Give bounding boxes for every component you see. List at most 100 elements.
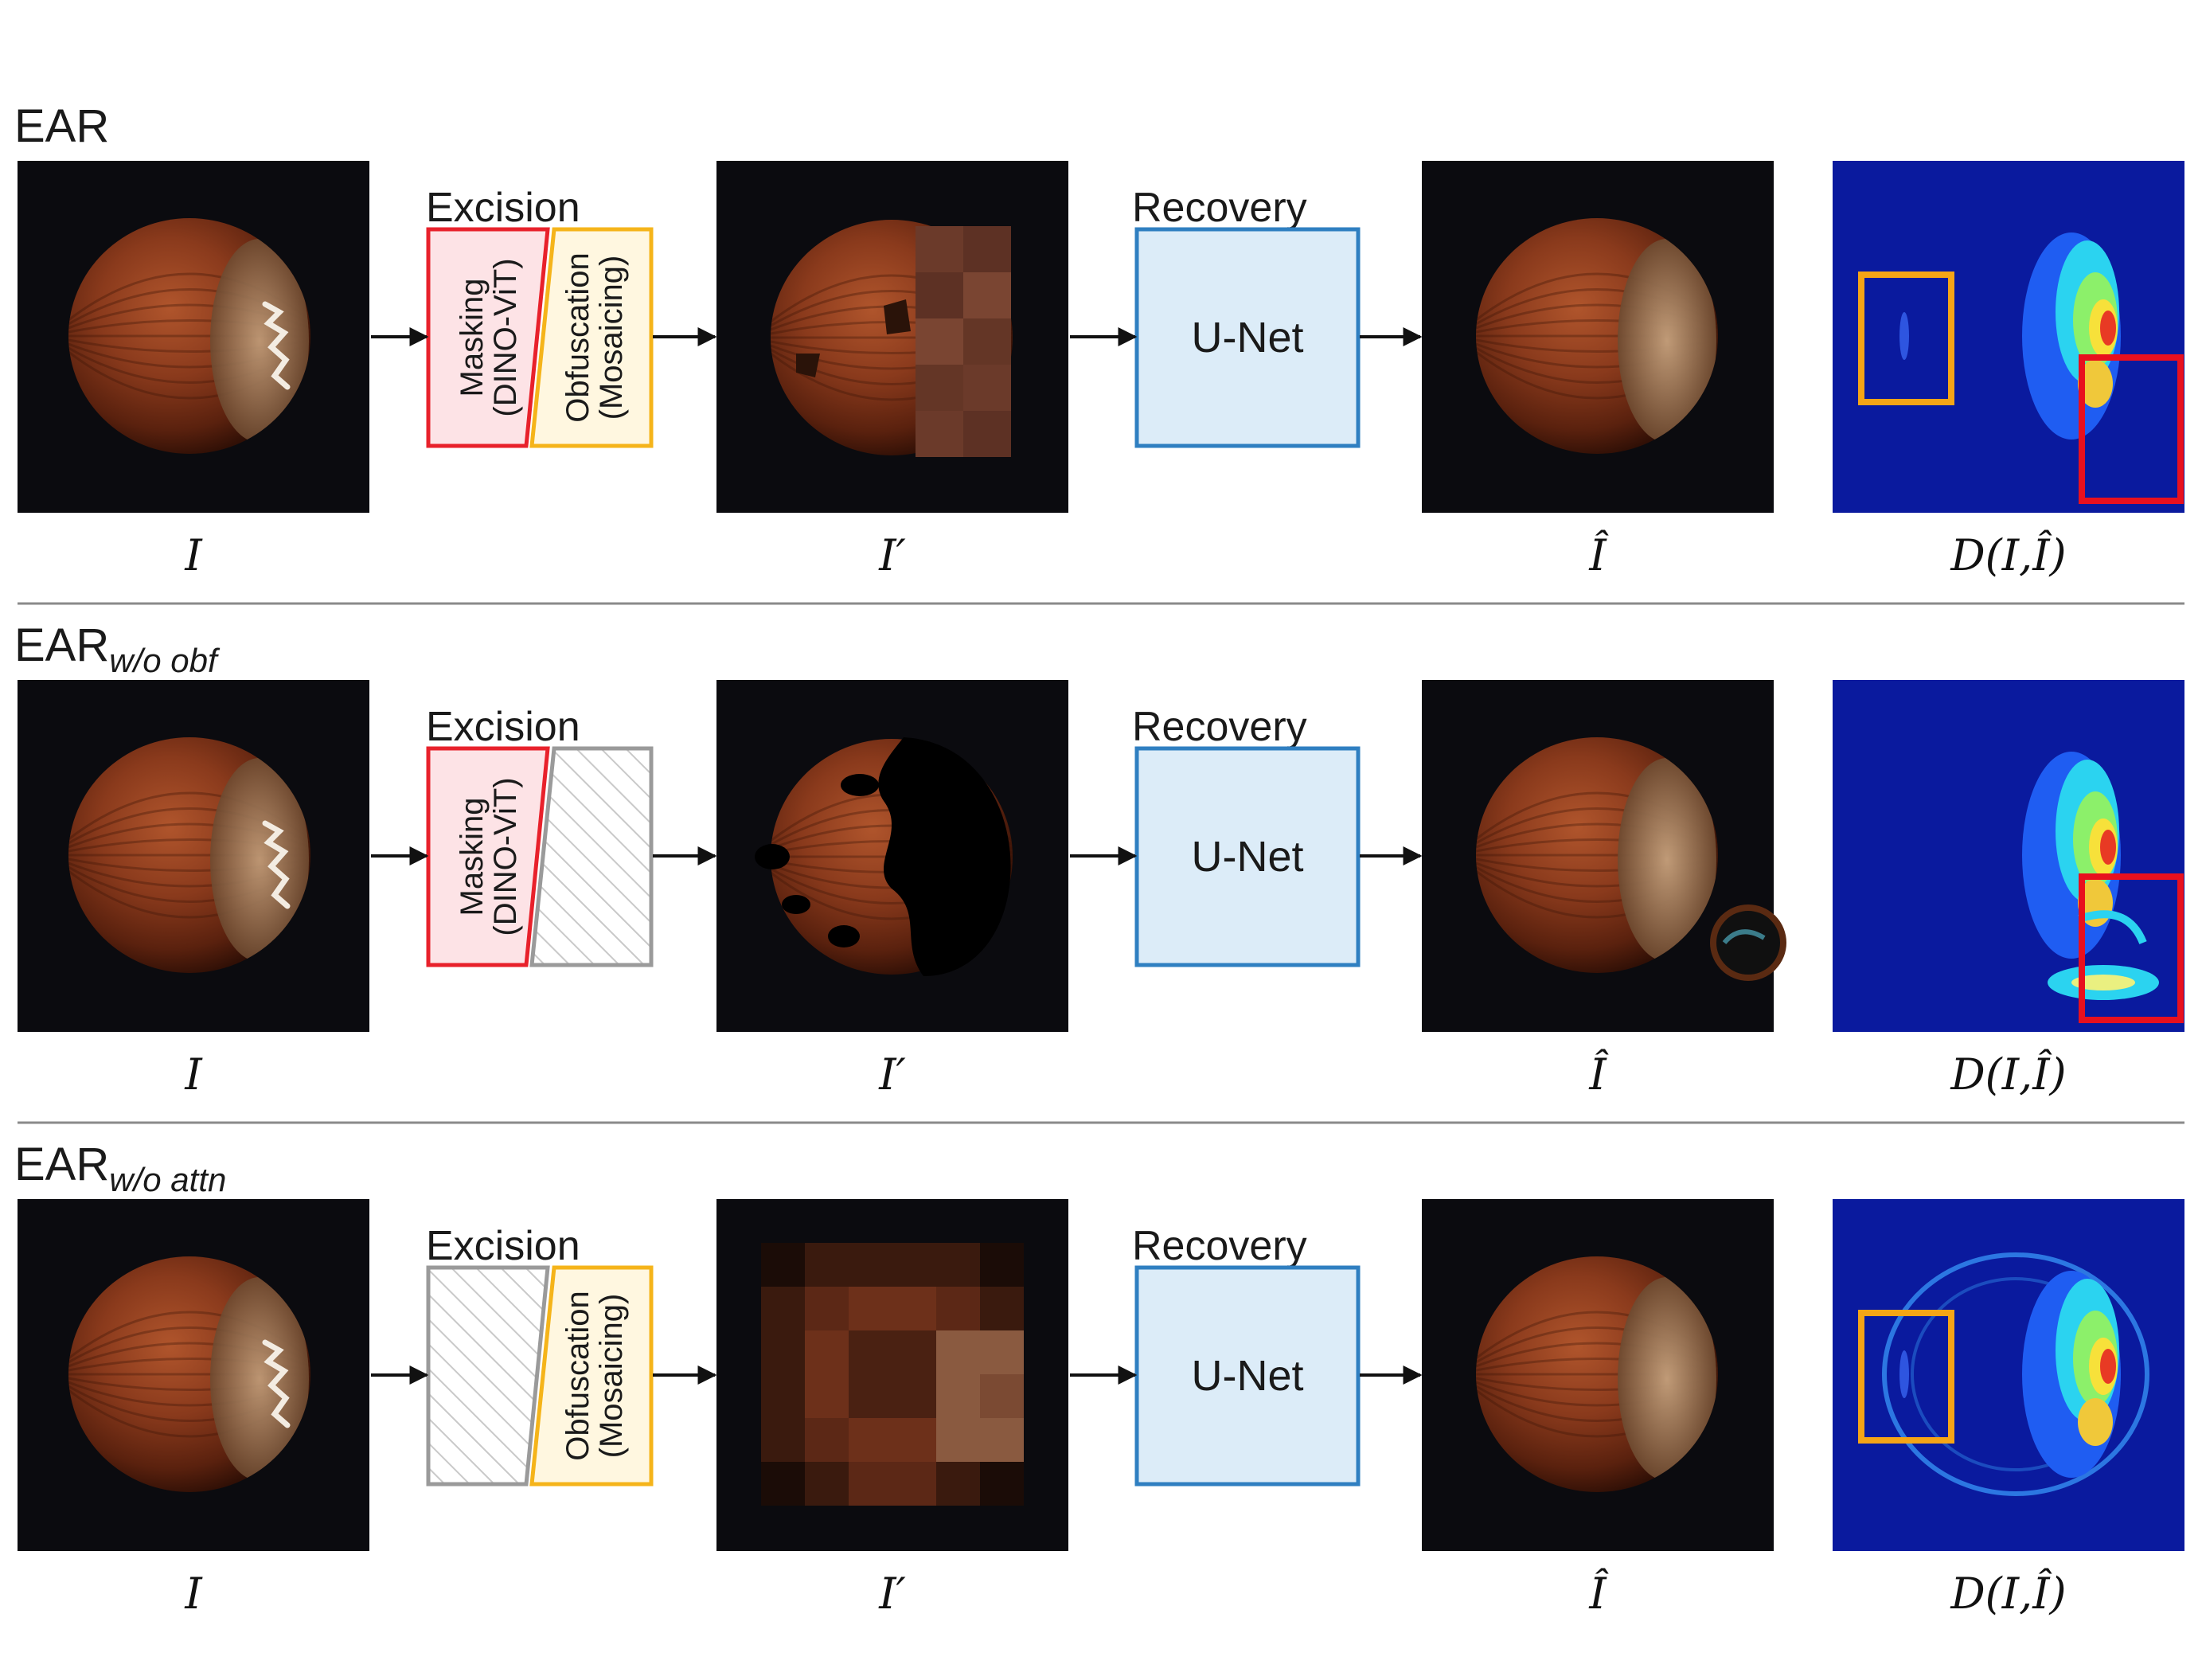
caption-output: Î xyxy=(1588,529,1609,580)
mosaic-tile xyxy=(892,1287,936,1330)
caption-difference: D(I,Î) xyxy=(1950,1568,2066,1619)
svg-text:Masking(DINO-ViT): Masking(DINO-ViT) xyxy=(455,258,523,416)
obfuscation-module xyxy=(529,227,654,448)
mask-blob xyxy=(755,844,790,869)
heat-blob xyxy=(2100,311,2116,346)
excision-title: Excision xyxy=(426,704,580,750)
mosaic-tile xyxy=(936,1243,980,1287)
mosaic-tile xyxy=(936,1287,980,1330)
heat-blob xyxy=(2078,1398,2113,1446)
caption-excised: I′ xyxy=(878,1049,906,1100)
mosaic-tile xyxy=(849,1287,892,1330)
mosaic-tile xyxy=(805,1287,849,1330)
masking-sub-label: (DINO-ViT) xyxy=(488,777,523,936)
masking-module xyxy=(426,746,550,967)
mosaic-tile xyxy=(849,1330,892,1374)
mosaic-tile xyxy=(980,1287,1024,1330)
hazelnut-tip xyxy=(1618,1277,1716,1481)
mosaic-tile xyxy=(916,411,963,457)
mosaic-tile xyxy=(849,1374,892,1418)
mosaic-tile xyxy=(936,1462,980,1506)
masking-sub-label: (DINO-ViT) xyxy=(488,258,523,416)
heat-blob xyxy=(2100,830,2116,865)
caption-output: Î xyxy=(1588,1049,1609,1100)
caption-excised: I′ xyxy=(878,1569,906,1619)
hazelnut-tip xyxy=(210,1277,309,1481)
red-highlight-box xyxy=(2079,873,2184,1023)
mosaic-tile xyxy=(963,272,1011,318)
attention-mask xyxy=(878,737,1011,976)
mosaic-tile xyxy=(963,226,1011,272)
masking-module xyxy=(426,227,550,448)
mosaic-tile xyxy=(849,1418,892,1462)
caption-output: Î xyxy=(1588,1568,1609,1619)
mosaic-tile xyxy=(805,1330,849,1374)
mosaic-tile xyxy=(761,1462,805,1506)
masking-label: Masking xyxy=(455,279,490,397)
row-title-main: EAR xyxy=(14,619,109,671)
hazelnut-tip xyxy=(210,758,309,962)
orange-highlight-box xyxy=(1858,272,1954,405)
mosaic-tile xyxy=(963,318,1011,365)
recovery-artifact xyxy=(1710,904,1786,981)
row-title: EARw/o attn xyxy=(14,1139,226,1198)
mask-blob xyxy=(828,925,860,947)
row-title-main: EAR xyxy=(14,1139,109,1190)
svg-text:Obfuscation(Mosaicing): Obfuscation(Mosaicing) xyxy=(560,1291,629,1460)
mosaic-tile xyxy=(963,411,1011,457)
heat-blob xyxy=(2078,360,2113,408)
unet-module xyxy=(1134,1265,1361,1487)
mosaic-tile xyxy=(916,365,963,411)
row-ear-wo-attn: EARw/o attn Excision Obfuscation(Mosaicing… xyxy=(14,1139,2184,1619)
mosaic-tile xyxy=(936,1374,980,1418)
heat-blob xyxy=(1899,312,1909,360)
mask-blob xyxy=(841,774,879,796)
obfuscation-module xyxy=(529,746,654,967)
hazelnut-tip xyxy=(1618,239,1716,443)
recovery-title: Recovery xyxy=(1132,1223,1307,1269)
row-title-subscript: w/o attn xyxy=(109,1161,226,1198)
svg-text:Masking(DINO-ViT): Masking(DINO-ViT) xyxy=(455,777,523,936)
orange-highlight-box xyxy=(1858,1310,1954,1444)
hazelnut-tip xyxy=(210,239,309,443)
caption-input: I xyxy=(184,530,203,580)
mosaic-tile xyxy=(892,1462,936,1506)
svg-text:Obfuscation(Mosaicing): Obfuscation(Mosaicing) xyxy=(560,252,629,422)
caption-excised: I′ xyxy=(878,530,906,580)
caption-difference: D(I,Î) xyxy=(1950,529,2066,580)
caption-input: I xyxy=(184,1569,203,1619)
mosaic-tile xyxy=(980,1374,1024,1418)
obfuscation-sub-label: (Mosaicing) xyxy=(594,1294,629,1459)
obfuscation-label: Obfuscation xyxy=(560,1291,595,1460)
unet-label: U-Net xyxy=(1191,1352,1303,1400)
obfuscation-label: Obfuscation xyxy=(560,252,595,422)
defect-print xyxy=(262,820,291,909)
mosaic-tile xyxy=(916,226,963,272)
mosaic-tile xyxy=(980,1330,1024,1374)
recovery-title: Recovery xyxy=(1132,704,1307,750)
mosaic-tile xyxy=(892,1418,936,1462)
obfuscation-module xyxy=(529,1265,654,1487)
heat-blob xyxy=(1899,1350,1909,1398)
mosaic-tile xyxy=(761,1330,805,1374)
caption-difference: D(I,Î) xyxy=(1950,1049,2066,1100)
mosaic-tile xyxy=(916,318,963,365)
defect-print xyxy=(262,1339,291,1428)
mosaic-tile xyxy=(761,1418,805,1462)
difference-heatmap xyxy=(1833,161,2184,513)
mosaic-tile xyxy=(892,1374,936,1418)
row-title-subscript: w/o obf xyxy=(109,642,221,679)
heat-artifact xyxy=(2071,975,2135,990)
mosaic-tile xyxy=(963,365,1011,411)
mosaic-tile xyxy=(980,1243,1024,1287)
excision-title: Excision xyxy=(426,185,580,231)
mosaic-tile xyxy=(849,1243,892,1287)
mosaic-tile xyxy=(805,1374,849,1418)
obfuscation-sub-label: (Mosaicing) xyxy=(594,256,629,420)
mosaic-tile xyxy=(892,1330,936,1374)
unet-module xyxy=(1134,746,1361,967)
red-highlight-box xyxy=(2079,354,2184,504)
mosaic-tile xyxy=(980,1418,1024,1462)
